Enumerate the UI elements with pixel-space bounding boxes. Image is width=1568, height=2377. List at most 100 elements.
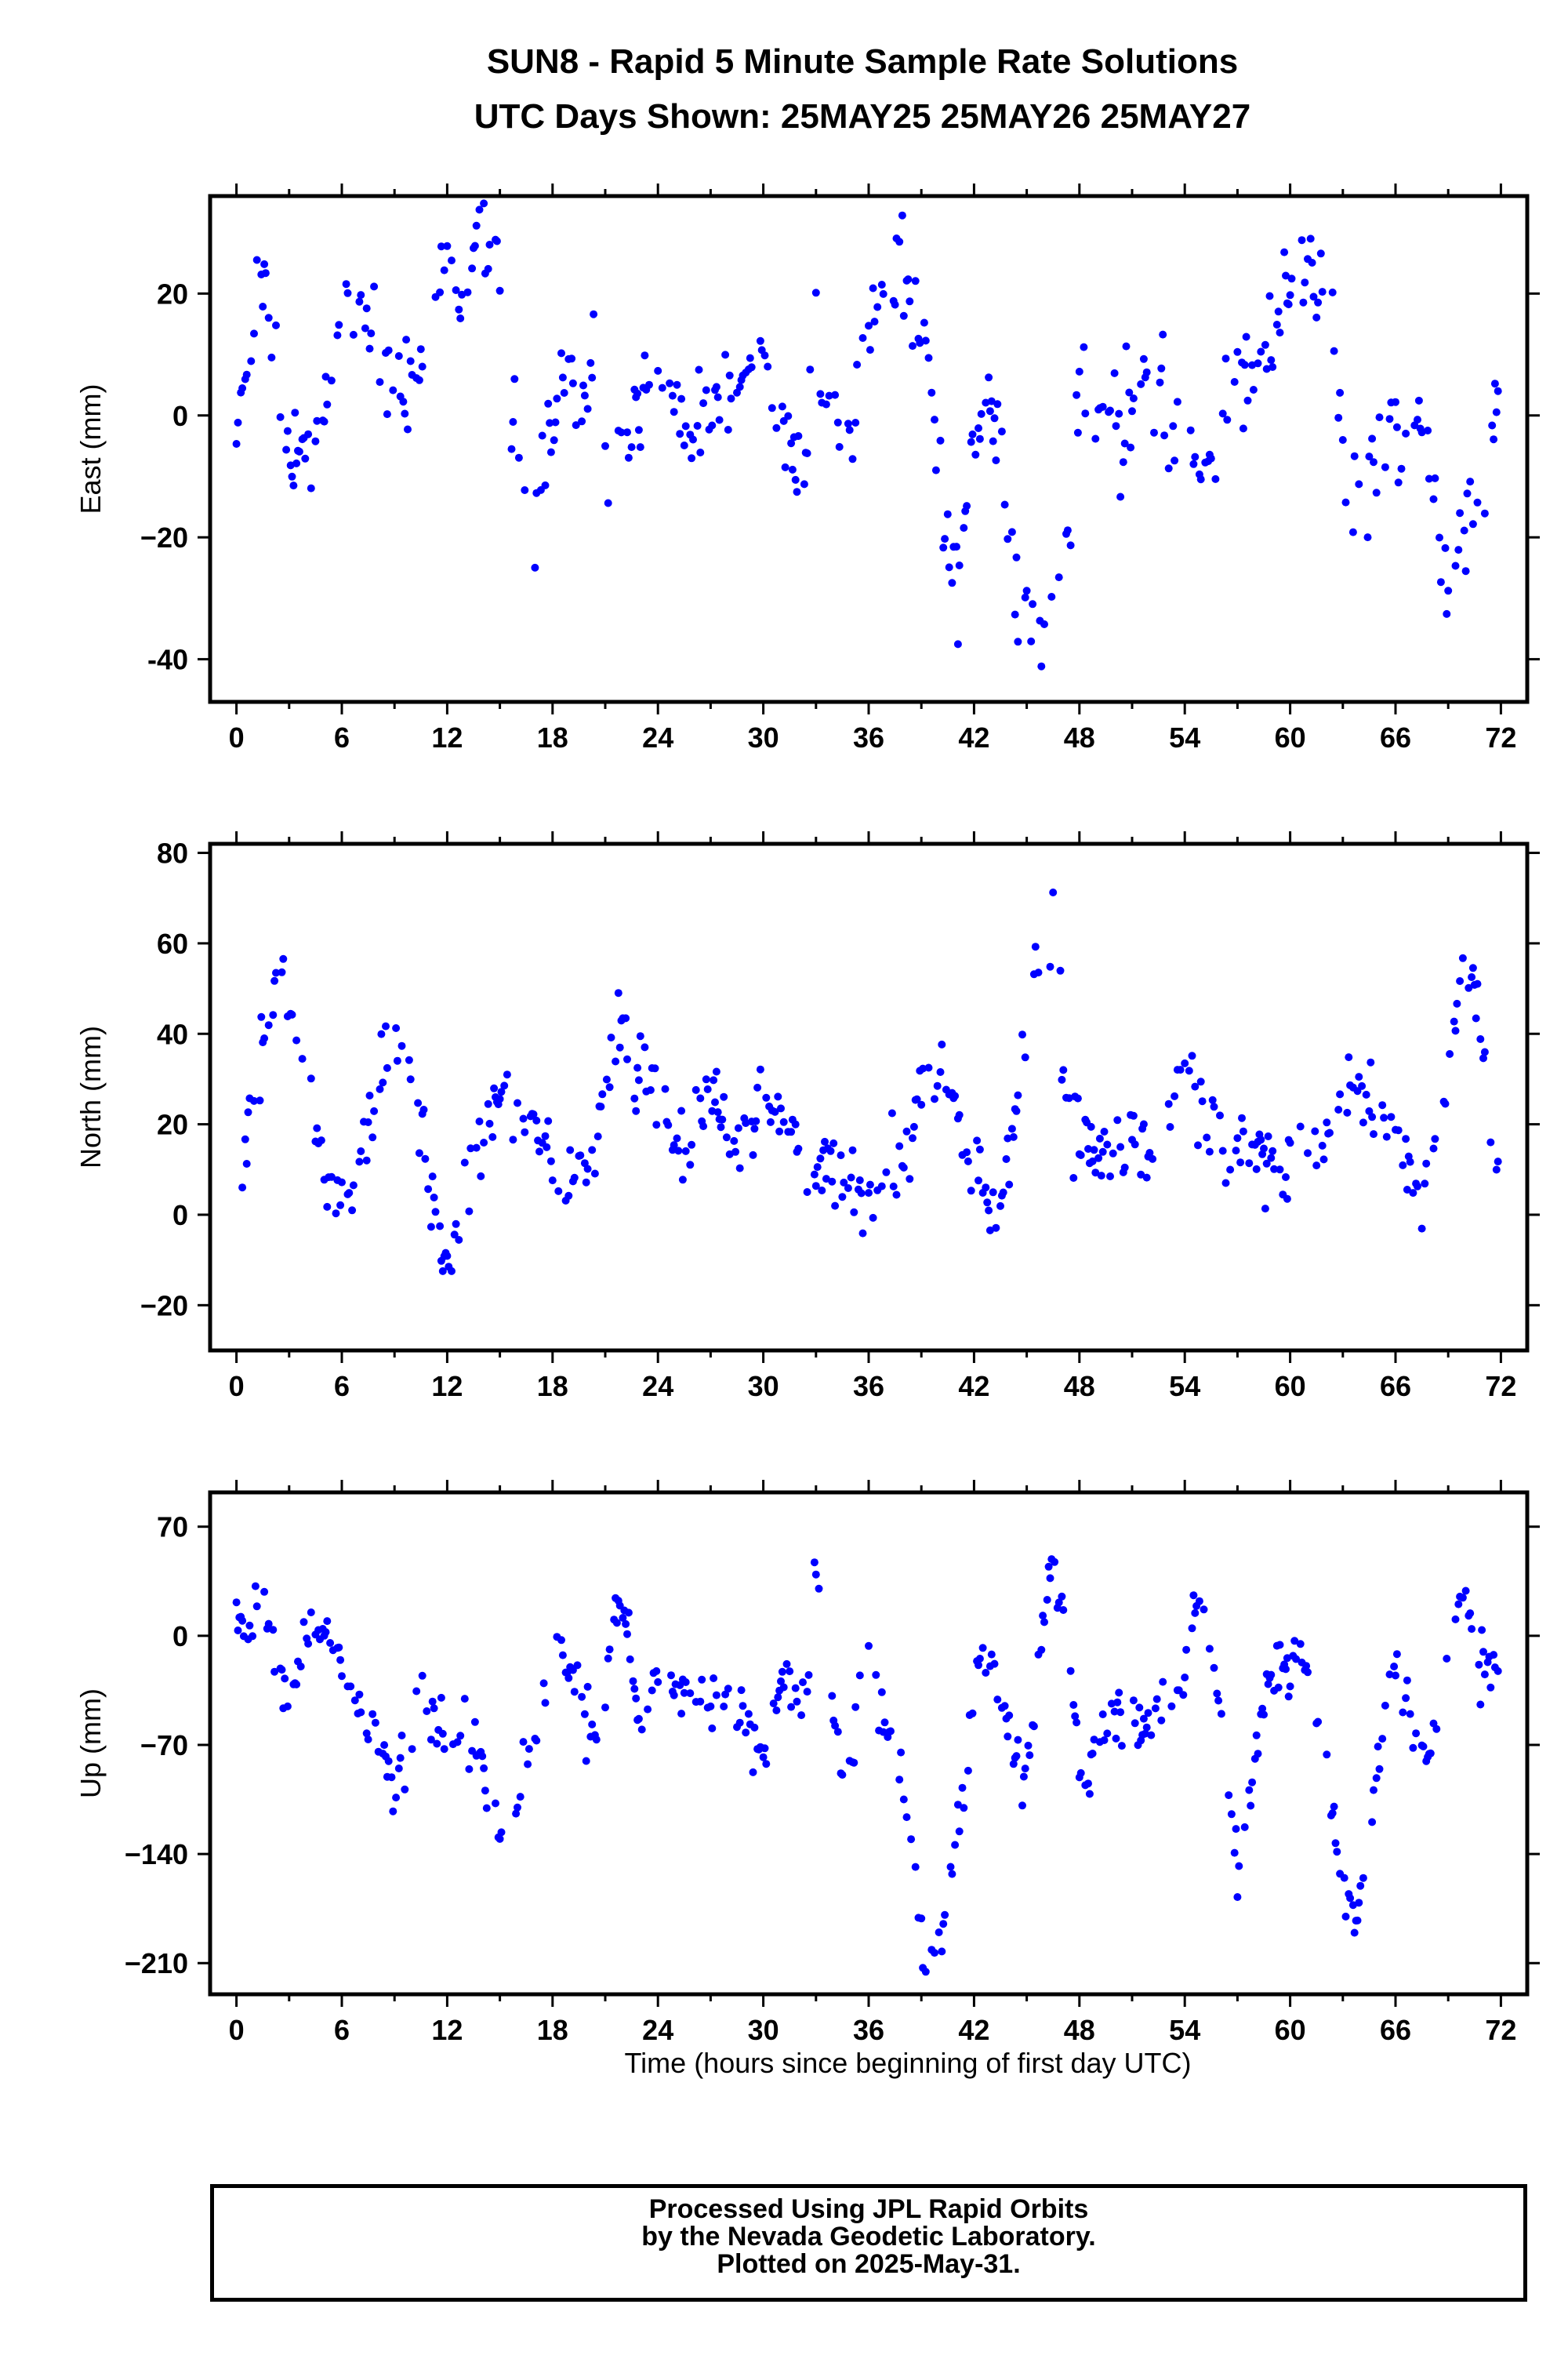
data-point — [1131, 1140, 1139, 1149]
data-point — [960, 524, 968, 532]
data-point — [333, 331, 342, 340]
data-point — [259, 303, 267, 311]
data-point — [524, 1745, 533, 1754]
data-point — [1069, 1174, 1078, 1182]
data-point — [365, 344, 374, 353]
data-point — [633, 389, 642, 398]
data-point — [696, 1094, 705, 1103]
data-point — [365, 1092, 374, 1099]
data-point — [371, 1718, 379, 1727]
data-point — [579, 381, 587, 390]
data-point — [1426, 1749, 1435, 1757]
data-point — [278, 1666, 286, 1674]
data-point — [731, 1147, 740, 1156]
data-point — [362, 304, 371, 313]
data-point — [1311, 1127, 1319, 1136]
data-point — [706, 1702, 715, 1710]
data-point — [1370, 1130, 1377, 1139]
data-point — [1458, 1594, 1467, 1602]
data-point — [465, 1207, 474, 1216]
data-point — [1245, 1786, 1254, 1794]
data-point — [1156, 378, 1164, 387]
data-point — [630, 1685, 639, 1693]
data-point — [811, 289, 820, 297]
data-point — [664, 1121, 673, 1129]
data-point — [1304, 1149, 1312, 1158]
data-point — [1139, 1714, 1148, 1723]
data-point — [361, 324, 369, 333]
data-point — [1417, 1224, 1426, 1233]
data-point — [1076, 1151, 1085, 1159]
data-point — [626, 1655, 634, 1663]
data-point — [1461, 1586, 1470, 1595]
data-point — [307, 1074, 315, 1083]
data-point — [1274, 1683, 1283, 1692]
data-point — [831, 1201, 840, 1210]
data-point — [1205, 1645, 1214, 1653]
data-point — [397, 1732, 406, 1739]
data-point — [964, 1766, 972, 1775]
data-point — [1370, 1786, 1377, 1794]
data-point — [1097, 1172, 1105, 1180]
data-point — [394, 1765, 403, 1772]
data-point — [484, 264, 492, 273]
data-point — [1284, 1692, 1293, 1701]
data-point — [951, 1841, 960, 1849]
data-point — [889, 1182, 898, 1190]
data-point — [1402, 1135, 1410, 1143]
data-point — [1159, 1677, 1167, 1686]
data-point — [593, 1132, 602, 1141]
data-point — [1397, 464, 1406, 473]
data-point — [242, 370, 251, 379]
data-point — [1444, 587, 1453, 595]
data-point — [1185, 1067, 1193, 1075]
data-point — [313, 1124, 321, 1132]
data-point — [759, 1753, 768, 1761]
data-point — [1374, 1743, 1382, 1751]
data-point — [1127, 443, 1135, 452]
data-point — [368, 1710, 377, 1718]
data-point — [1381, 1701, 1389, 1710]
data-point — [531, 563, 539, 572]
data-point — [583, 1165, 592, 1173]
data-point — [580, 1710, 589, 1718]
data-point — [1088, 1157, 1097, 1165]
data-point — [1399, 1161, 1407, 1169]
data-point — [355, 297, 364, 306]
data-point — [1341, 1912, 1350, 1921]
data-point — [677, 394, 686, 403]
data-point — [292, 459, 301, 467]
data-point — [1456, 509, 1465, 518]
data-point — [261, 269, 270, 278]
data-point — [463, 288, 472, 296]
data-point — [1463, 489, 1472, 498]
data-point — [1460, 526, 1468, 535]
data-point — [872, 1670, 880, 1679]
data-point — [1286, 1139, 1294, 1147]
data-point — [693, 422, 702, 430]
data-point — [1480, 509, 1489, 518]
data-point — [1058, 1592, 1066, 1601]
data-point — [615, 1043, 624, 1052]
footer-line-1: Processed Using JPL Rapid Orbits — [648, 2194, 1089, 2224]
data-point — [1365, 453, 1374, 461]
data-point — [1441, 543, 1450, 552]
data-point — [779, 1683, 788, 1692]
data-point — [831, 1721, 840, 1730]
data-point — [879, 289, 887, 298]
data-point — [1012, 1107, 1021, 1115]
data-point — [250, 329, 258, 338]
data-point — [560, 389, 568, 397]
data-point — [234, 418, 242, 427]
data-point — [753, 1083, 762, 1092]
data-point — [634, 426, 643, 434]
data-point — [892, 1190, 901, 1199]
data-point — [1189, 1591, 1198, 1600]
data-point — [1254, 1750, 1262, 1758]
data-point — [623, 1055, 631, 1063]
data-point — [982, 398, 990, 407]
data-point — [1304, 1668, 1312, 1677]
data-point — [730, 1136, 739, 1145]
data-point — [1115, 1688, 1123, 1697]
data-point — [1176, 1066, 1185, 1074]
